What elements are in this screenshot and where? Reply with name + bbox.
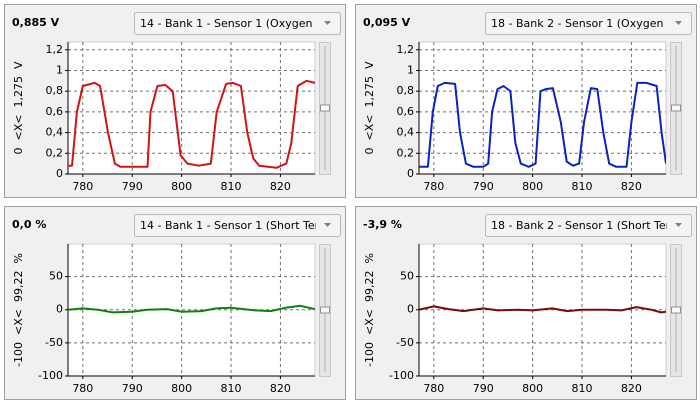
dropdown-clip: 14 - Bank 1 - Sensor 1 (Oxygen Senso [140,17,349,30]
x-tick-label: 780 [423,180,444,193]
plot-area [418,41,667,175]
x-tick-label: 780 [72,382,93,395]
y-tick-label: -50 [396,336,414,349]
x-tick-label: 810 [221,382,242,395]
x-tick-label: 790 [122,382,143,395]
dropdown-arrow[interactable] [324,223,331,227]
readout-value: 0,0 % [12,218,46,231]
y-tick-label: 0,2 [397,146,415,159]
zoom-slider-thumb[interactable] [671,104,681,112]
x-tick-label: 780 [423,382,444,395]
sensor-selector: 18 - Bank 2 - Sensor 1 (Short Term Fu [491,219,697,232]
y-tick-label: 50 [49,270,63,283]
y-tick-label: -100 [38,369,63,382]
y-tick-label: -100 [389,369,414,382]
x-tick-label: 800 [522,382,543,395]
signal-line [419,305,666,314]
x-tick-label: 820 [270,180,291,193]
x-tick-label: 810 [221,180,242,193]
dropdown-arrow[interactable] [675,223,682,227]
dropdown-clip: 14 - Bank 1 - Sensor 1 (Short Term Fu [140,219,346,232]
readout-value: 0,885 V [12,16,60,29]
x-tick-label: 790 [473,382,494,395]
x-tick-label: 790 [122,180,143,193]
y-tick-label: 0 [56,303,63,316]
dropdown-clip: 18 - Bank 2 - Sensor 1 (Oxygen Senso [491,17,700,30]
signal-line [68,79,315,169]
zoom-slider-thumb[interactable] [320,306,330,314]
sensor-selector: 14 - Bank 1 - Sensor 1 (Oxygen Senso [140,17,349,30]
plot-area [67,41,316,175]
y-tick-label: 0,8 [46,84,64,97]
y-tick-label: 1,2 [46,43,64,56]
y-tick-label: 0 [407,303,414,316]
y-tick-label: 0,8 [397,84,415,97]
y-tick-label: 50 [400,270,414,283]
y-tick-label: 0,4 [397,126,415,139]
sensor-dropdown[interactable] [134,214,341,237]
y-axis-label: -100 <X< 99,22 % [12,253,25,367]
y-axis-label: 0 <X< 1,275 V [12,61,25,154]
y-axis-label: -100 <X< 99,22 % [363,253,376,367]
sensor-dropdown[interactable] [485,214,692,237]
y-tick-label: 1 [407,63,414,76]
zoom-slider-thumb[interactable] [320,104,330,112]
x-tick-label: 820 [270,382,291,395]
signal-line [419,81,666,168]
readout-value: 0,095 V [363,16,411,29]
x-tick-label: 800 [171,382,192,395]
x-tick-label: 800 [171,180,192,193]
y-axis-label: 0 <X< 1,275 V [363,61,376,154]
y-tick-label: 0,4 [46,126,64,139]
y-tick-label: 0 [56,167,63,180]
y-tick-label: 1 [56,63,63,76]
y-tick-label: 0,2 [46,146,64,159]
x-tick-label: 790 [473,180,494,193]
sensor-dropdown[interactable] [485,12,692,35]
dropdown-arrow[interactable] [324,21,331,25]
sensor-selector: 18 - Bank 2 - Sensor 1 (Oxygen Senso [491,17,700,30]
y-tick-label: -50 [45,336,63,349]
sensor-selector: 14 - Bank 1 - Sensor 1 (Short Term Fu [140,219,346,232]
readout-value: -3,9 % [363,218,402,231]
zoom-slider-thumb[interactable] [671,306,681,314]
x-tick-label: 810 [572,180,593,193]
x-tick-label: 810 [572,382,593,395]
x-tick-label: 800 [522,180,543,193]
sensor-dropdown[interactable] [134,12,341,35]
dropdown-clip: 18 - Bank 2 - Sensor 1 (Short Term Fu [491,219,697,232]
x-tick-label: 820 [621,180,642,193]
x-tick-label: 820 [621,382,642,395]
y-tick-label: 0 [407,167,414,180]
y-tick-label: 0,6 [46,105,64,118]
signal-line [68,304,315,314]
x-tick-label: 780 [72,180,93,193]
y-tick-label: 0,6 [397,105,415,118]
dropdown-arrow[interactable] [675,21,682,25]
y-tick-label: 1,2 [397,43,415,56]
